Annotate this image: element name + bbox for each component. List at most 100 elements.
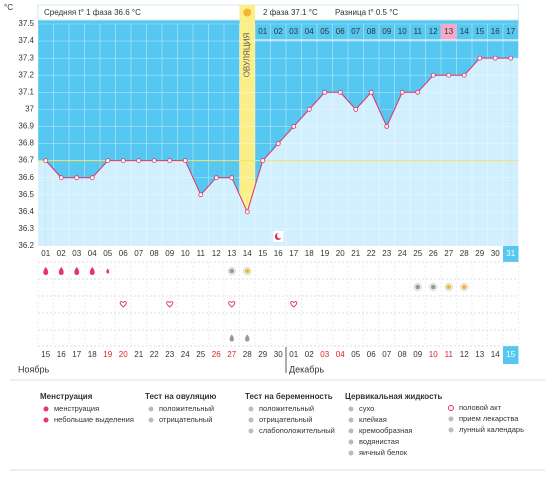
cycle-day: 28 (460, 249, 469, 258)
date: 27 (227, 350, 236, 359)
y-tick-label: 36.5 (18, 190, 34, 199)
cycle-day: 20 (336, 249, 345, 258)
phase2-day: 01 (258, 27, 267, 36)
temp-point (167, 158, 173, 164)
y-tick-label: 36.4 (18, 207, 34, 216)
date: 21 (134, 350, 143, 359)
y-tick-label: 36.3 (18, 224, 34, 233)
legend-icon (448, 416, 454, 422)
phase2-day: 15 (475, 27, 484, 36)
temp-point (508, 55, 514, 61)
temp-point (306, 106, 312, 112)
phase2-day: 09 (382, 27, 391, 36)
legend-item: сухо (359, 404, 374, 413)
phase2-day: 17 (506, 27, 515, 36)
cycle-day: 09 (165, 249, 174, 258)
menstruation-icon (74, 267, 80, 275)
date: 16 (57, 350, 66, 359)
cycle-day: 18 (305, 249, 314, 258)
heart-icon (290, 301, 298, 308)
test-icon-core (446, 284, 452, 290)
today-box (503, 246, 519, 262)
legend-icon (248, 406, 254, 412)
y-tick-label: 36.9 (18, 122, 34, 131)
date: 07 (382, 350, 391, 359)
legend-icon (43, 417, 49, 423)
temp-point (260, 158, 266, 164)
temp-point (229, 175, 235, 181)
temp-point (368, 89, 374, 95)
date: 11 (445, 350, 454, 359)
date: 12 (460, 350, 469, 359)
temp-point (198, 192, 204, 198)
date: 06 (367, 350, 376, 359)
menstruation-icon (89, 267, 95, 275)
month: Декабрь (289, 364, 324, 374)
legend-item: лунный календарь (459, 425, 524, 434)
y-tick-label: 37.1 (18, 87, 34, 96)
moon-cut (277, 232, 284, 239)
legend-icon (348, 417, 354, 423)
pink-day (441, 24, 457, 40)
temp-point (415, 89, 421, 95)
date: 15 (506, 350, 515, 359)
y-axis-label: °C (4, 3, 13, 12)
temp-point (182, 158, 188, 164)
date: 26 (212, 350, 221, 359)
temp-point (384, 124, 390, 129)
date: 22 (150, 350, 159, 359)
ovulation-column (239, 5, 255, 246)
legend-item: положительный (159, 404, 214, 413)
cycle-day: 30 (491, 249, 500, 258)
cycle-day: 14 (243, 249, 252, 258)
phase2-day: 06 (336, 27, 345, 36)
date: 15 (41, 350, 50, 359)
cycle-day: 16 (274, 249, 283, 258)
legend-icon (348, 428, 354, 434)
header-bg (37, 4, 519, 21)
temp-point (213, 175, 219, 181)
temp-point (477, 55, 483, 61)
temp-point (353, 106, 359, 112)
legend-title: Тест на беременность (245, 392, 333, 401)
y-tick-label: 37 (25, 104, 34, 113)
temp-point (275, 141, 281, 146)
cycle-day: 15 (258, 249, 267, 258)
legend-icon (248, 417, 254, 423)
heart-icon (166, 301, 174, 308)
temp-point (446, 72, 452, 78)
menstruation-icon (43, 267, 49, 275)
date: 18 (88, 350, 97, 359)
legend-item: слабоположительный (259, 426, 335, 435)
date: 08 (398, 350, 407, 359)
y-tick-label: 36.6 (18, 173, 34, 182)
phase2-day: 05 (320, 27, 329, 36)
phase2-day: 13 (444, 27, 453, 36)
y-tick-label: 37.3 (18, 53, 34, 62)
date: 05 (351, 350, 360, 359)
date: 10 (429, 350, 438, 359)
temp-point (492, 55, 498, 61)
phase2-day: 04 (305, 27, 314, 36)
temp-point (43, 158, 49, 164)
date: 14 (491, 350, 500, 359)
legend-item: кремообразная (359, 426, 413, 435)
legend-icon (148, 417, 154, 423)
legend-item: отрицательный (159, 415, 212, 424)
phase2-day: 16 (491, 27, 500, 36)
test-icon-core (229, 268, 235, 274)
date: 23 (165, 350, 174, 359)
cycle-day: 07 (134, 249, 143, 258)
temp-point (244, 209, 250, 215)
ovulation-label: ОВУЛЯЦИЯ (242, 32, 251, 77)
cycle-day: 02 (57, 249, 66, 258)
cycle-day: 13 (227, 249, 236, 258)
test-icon-core (244, 268, 250, 274)
legend-item: половой акт (459, 403, 502, 412)
y-tick-label: 36.8 (18, 139, 34, 148)
temp-point (58, 175, 64, 181)
cycle-day: 25 (413, 249, 422, 258)
temp-point (89, 175, 95, 181)
test-icon-core (430, 284, 436, 290)
